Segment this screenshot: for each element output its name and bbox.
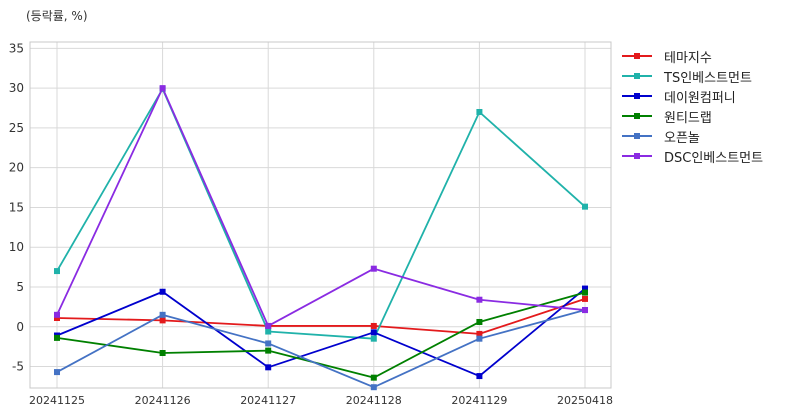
y-tick-label: 5 xyxy=(16,280,24,294)
data-point xyxy=(582,307,588,314)
legend-item: 오픈놀 xyxy=(622,126,763,146)
y-axis: -5 0 5 10 15 20 25 30 35 xyxy=(9,41,24,373)
legend-item: 원티드랩 xyxy=(622,106,763,126)
plot-frame xyxy=(29,41,612,389)
legend-label: 오픈놀 xyxy=(664,130,700,146)
y-tick-label: 35 xyxy=(9,41,24,55)
y-tick-label: 30 xyxy=(9,81,24,95)
x-tick-label: 20241126 xyxy=(135,394,191,407)
data-point xyxy=(370,265,377,272)
legend-swatch xyxy=(622,131,652,141)
data-point xyxy=(370,384,377,391)
series-line xyxy=(56,88,586,340)
legend-label: TS인베스트먼트 xyxy=(664,70,752,86)
data-point xyxy=(582,295,588,302)
y-unit-label: (등락률, %) xyxy=(26,9,88,23)
data-point xyxy=(265,364,272,371)
data-point xyxy=(370,374,377,381)
data-point xyxy=(159,288,166,295)
legend-label: 데이원컴퍼니 xyxy=(664,90,736,106)
data-point xyxy=(582,285,588,292)
data-point xyxy=(476,318,483,325)
data-point xyxy=(54,369,60,376)
data-point xyxy=(54,268,60,275)
legend-swatch xyxy=(622,71,652,81)
grid xyxy=(30,42,611,388)
data-point xyxy=(476,335,483,342)
legend-swatch xyxy=(622,111,652,121)
data-point xyxy=(370,329,377,336)
data-point xyxy=(265,322,272,329)
legend-swatch xyxy=(622,91,652,101)
x-tick-label: 20241129 xyxy=(451,394,507,407)
data-point xyxy=(476,296,483,303)
legend-swatch xyxy=(622,51,652,61)
legend-label: DSC인베스트먼트 xyxy=(664,150,764,166)
data-point xyxy=(159,85,166,92)
legend-item: TS인베스트먼트 xyxy=(622,66,763,86)
data-point xyxy=(582,289,588,296)
x-tick-label: 20250418 xyxy=(557,394,613,407)
legend-swatch xyxy=(622,151,652,161)
legend-item: 데이원컴퍼니 xyxy=(622,86,763,106)
y-tick-label: 20 xyxy=(9,161,24,175)
y-tick-label: 10 xyxy=(9,240,24,254)
data-point xyxy=(265,328,272,335)
data-point xyxy=(159,350,166,357)
series-line xyxy=(56,287,586,377)
x-tick-label: 20241125 xyxy=(29,394,85,407)
series-line xyxy=(56,309,586,389)
data-point xyxy=(54,311,60,318)
series-6 xyxy=(54,85,588,329)
data-point xyxy=(265,340,272,347)
data-point xyxy=(476,108,483,115)
series-line xyxy=(56,298,586,335)
x-axis: 20241125 20241126 20241127 20241128 20241129… xyxy=(29,394,613,407)
data-point xyxy=(476,330,483,337)
data-point xyxy=(54,315,60,322)
series-4 xyxy=(54,289,588,381)
y-tick-label: -5 xyxy=(12,360,24,374)
data-point xyxy=(370,322,377,329)
data-point xyxy=(476,373,483,380)
data-point xyxy=(54,334,60,341)
legend-item: DSC인베스트먼트 xyxy=(622,146,763,166)
y-tick-label: 25 xyxy=(9,121,24,135)
x-tick-label: 20241128 xyxy=(346,394,402,407)
legend-label: 원티드랩 xyxy=(664,110,712,126)
data-point xyxy=(159,311,166,318)
x-tick-label: 20241127 xyxy=(240,394,296,407)
y-tick-label: 15 xyxy=(9,200,24,214)
series-line xyxy=(56,87,586,327)
legend-label: 테마지수 xyxy=(664,50,712,66)
data-point xyxy=(159,317,166,324)
legend-item: 테마지수 xyxy=(622,46,763,66)
data-point xyxy=(370,335,377,342)
data-point xyxy=(582,203,588,210)
y-tick-label: 0 xyxy=(16,320,24,334)
series-line xyxy=(56,291,586,379)
data-point xyxy=(265,347,272,354)
